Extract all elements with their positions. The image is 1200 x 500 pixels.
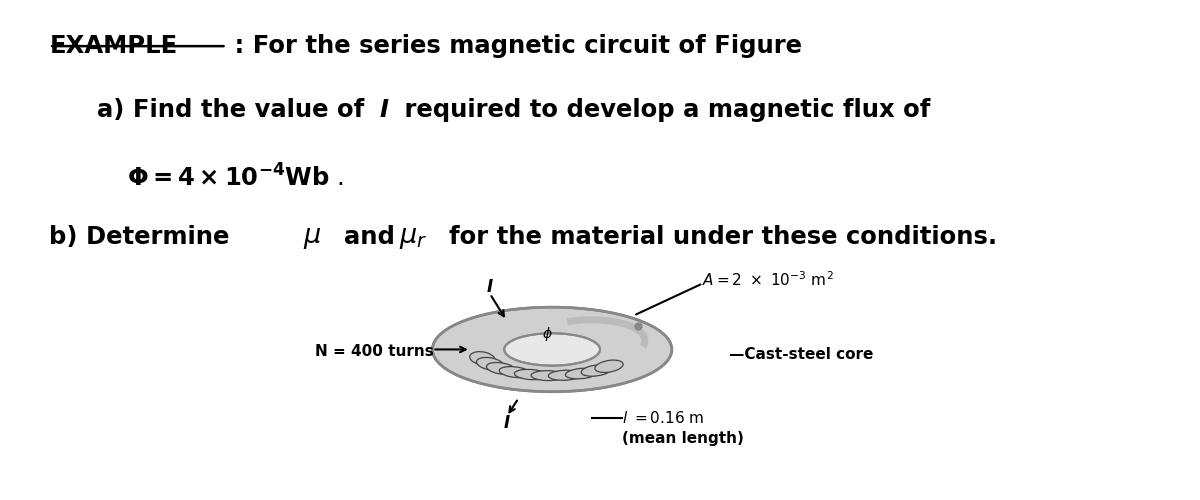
- Ellipse shape: [595, 360, 623, 372]
- Text: $\mu$: $\mu$: [304, 225, 322, 251]
- Text: $\mathbf{\Phi = 4 \times 10^{-4}}$$\mathbf{Wb}$ .: $\mathbf{\Phi = 4 \times 10^{-4}}$$\math…: [127, 164, 343, 192]
- Text: $l\ = 0.16\ \mathrm{m}$: $l\ = 0.16\ \mathrm{m}$: [622, 410, 704, 426]
- Ellipse shape: [581, 364, 612, 376]
- Text: $\mu_r$: $\mu_r$: [398, 225, 427, 251]
- Text: a) Find the value of: a) Find the value of: [97, 98, 373, 122]
- Ellipse shape: [532, 370, 564, 380]
- Ellipse shape: [432, 307, 672, 392]
- Text: required to develop a magnetic flux of: required to develop a magnetic flux of: [396, 98, 931, 122]
- Text: EXAMPLE: EXAMPLE: [49, 34, 178, 58]
- Ellipse shape: [486, 362, 516, 374]
- Text: —Cast-steel core: —Cast-steel core: [730, 347, 874, 362]
- Ellipse shape: [476, 358, 504, 370]
- Text: and: and: [328, 225, 412, 249]
- Text: I: I: [504, 414, 510, 432]
- Ellipse shape: [515, 370, 547, 380]
- Text: I: I: [379, 98, 389, 122]
- Text: $\phi$: $\phi$: [542, 324, 553, 342]
- Ellipse shape: [499, 366, 530, 378]
- Ellipse shape: [469, 352, 494, 365]
- Text: I: I: [487, 278, 493, 296]
- Text: N = 400 turns: N = 400 turns: [316, 344, 434, 360]
- Ellipse shape: [504, 334, 600, 366]
- Ellipse shape: [565, 368, 598, 379]
- Ellipse shape: [548, 370, 582, 380]
- Text: : For the series magnetic circuit of Figure: : For the series magnetic circuit of Fig…: [227, 34, 803, 58]
- Text: $A = 2\ \times\ 10^{-3}\ \mathrm{m}^2$: $A = 2\ \times\ 10^{-3}\ \mathrm{m}^2$: [702, 270, 834, 289]
- Text: for the material under these conditions.: for the material under these conditions.: [432, 225, 997, 249]
- Text: (mean length): (mean length): [622, 432, 744, 446]
- Text: b) Determine: b) Determine: [49, 225, 247, 249]
